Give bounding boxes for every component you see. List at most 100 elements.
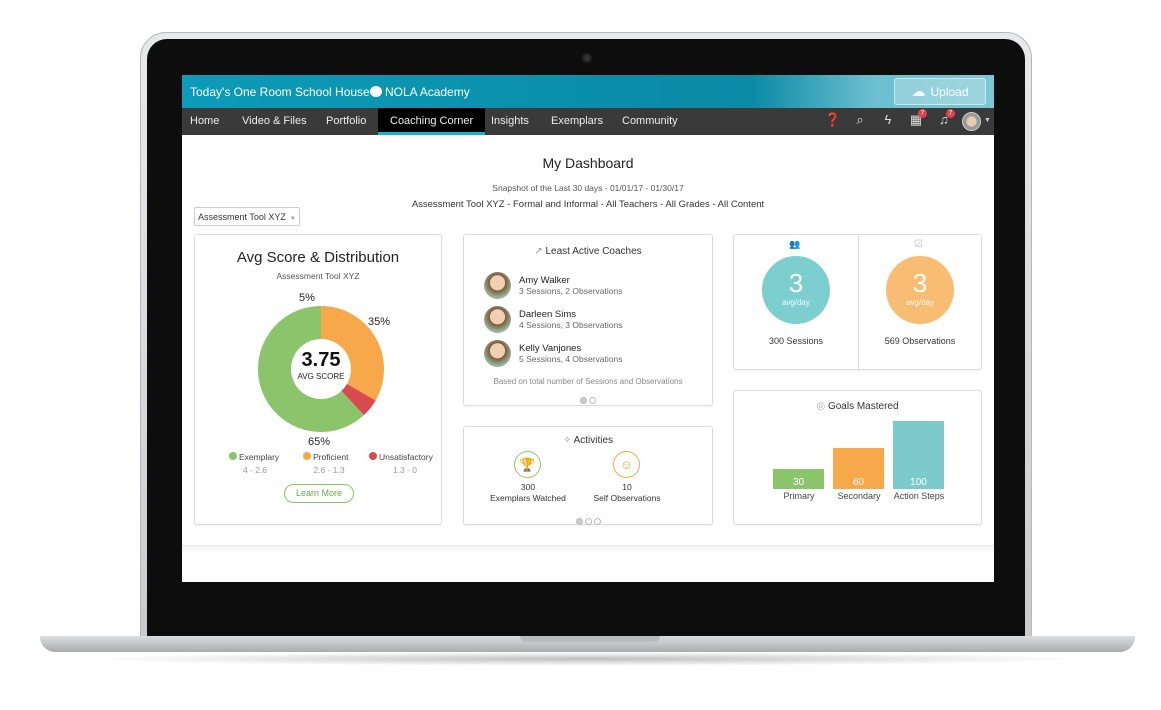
carousel-dot[interactable] [584,518,592,525]
bar-label: Secondary [837,491,881,501]
avg-score-card: Avg Score & Distribution Assessment Tool… [194,234,442,525]
donut-slice-unsatisfactory[interactable] [341,384,376,416]
academy-logo-icon [370,86,382,97]
activities-card: ✧ Activities 🏆 300 Exemplars Watched ☺ 10 Sel… [463,426,713,525]
help-icon[interactable]: ❓ [824,112,842,127]
chevron-down-icon[interactable]: ▼ [984,117,991,124]
bell-badge: 7 [946,109,955,118]
trophy-icon: 🏆 [514,451,541,478]
upload-button[interactable]: ☁ Upload [894,78,986,105]
checkbox-icon: ☑ [914,239,923,250]
legend-range: 1.3 - 0 [392,465,418,475]
nav-community[interactable]: Community [622,115,678,127]
target-icon: ◎ [816,401,828,412]
legend-item: Exemplary [229,452,279,462]
carousel-dots [464,512,712,530]
donut-slice-proficient[interactable] [321,306,385,401]
coach-item[interactable]: Kelly Vanjones 5 Sessions, 4 Observations [484,340,622,367]
coach-name: Darleen Sims [519,309,577,320]
nav-insights[interactable]: Insights [491,115,529,127]
lightning-icon[interactable]: ϟ [884,112,892,127]
card-title: Avg Score & Distribution [236,249,400,266]
legend-swatch [303,452,311,460]
coach-name: Amy Walker [519,275,570,286]
slice-label: 5% [299,292,315,304]
trend-arrow-icon: ↗ [534,246,546,257]
goals-mastered-card: ◎ Goals Mastered 30 60 100 Primary Secondar… [733,390,982,525]
carousel-dots [464,391,712,409]
activity-icon: ✧ [562,435,574,446]
activity-item[interactable]: 10 Self Observations [593,482,661,503]
carousel-dot[interactable] [575,518,583,525]
laptop-notch [520,636,660,642]
app-header: Today's One Room School House NOLA Acade… [182,75,994,108]
bar-label: Primary [783,491,815,501]
main-nav: Home Video & Files Portfolio Coaching Co… [182,108,994,135]
laptop-base [40,636,1135,652]
goal-bar[interactable]: 100 [893,421,944,489]
legend-item: Unsatisfactory [369,452,433,462]
coach-avatar [484,340,511,367]
card-title: Least Active Coaches [545,246,642,257]
goal-bar[interactable]: 60 [833,448,884,489]
slice-label: 65% [308,436,330,448]
coach-detail: 3 Sessions, 2 Observations [519,286,623,296]
avg-score-label: AVG SCORE [297,372,345,381]
coach-item[interactable]: Amy Walker 3 Sessions, 2 Observations [484,272,622,299]
laptop-shadow [80,652,1095,666]
card-subtitle: Assessment Tool XYZ [276,271,360,281]
bar-label: Action Steps [893,491,945,501]
legend-item: Proficient [303,452,348,462]
nav-exemplars[interactable]: Exemplars [551,115,603,127]
coach-avatar [484,272,511,299]
carousel-dot[interactable] [593,518,601,525]
snapshot-text: Snapshot of the Last 30 days - 01/01/17 … [492,183,684,193]
coach-name: Kelly Vanjones [519,343,582,354]
nav-coaching-corner[interactable]: Coaching Corner [378,108,486,135]
academy-name[interactable]: NOLA Academy [385,85,470,99]
chevron-down-icon: ▼ [289,216,296,222]
webcam [582,53,592,63]
legend-swatch [229,452,237,460]
card-title: Goals Mastered [827,401,899,412]
carousel-dot[interactable] [589,397,596,404]
people-icon: 👥 [789,239,801,249]
bell-icon[interactable]: ♫ 7 [932,109,956,127]
coach-detail: 4 Sessions, 3 Observations [519,320,623,330]
coach-avatar [484,306,511,333]
coach-item[interactable]: Darleen Sims 4 Sessions, 3 Observations [484,306,622,333]
legend-range: 2.6 - 1.3 [313,465,345,475]
activity-item[interactable]: 300 Exemplars Watched [490,482,566,503]
coaches-note: Based on total number of Sessions and Ob… [493,377,683,386]
slice-label: 35% [368,316,390,328]
stat-label: 569 Observations [884,336,956,346]
carousel-dot[interactable] [580,397,587,404]
page-title: My Dashboard [542,155,634,171]
stat-label: 300 Sessions [768,336,824,346]
donut-slice-exemplary[interactable] [258,306,364,432]
nav-portfolio[interactable]: Portfolio [326,115,367,127]
stat-circle: 3 avg/day [886,256,954,324]
donut-chart: 35% 5% 65% [258,292,390,448]
legend-range: 4 - 2.6 [242,465,268,475]
filters-text: Assessment Tool XYZ - Formal and Informa… [411,199,765,210]
assessment-tool-select[interactable]: Assessment Tool XYZ ▼ [194,207,300,226]
nav-home[interactable]: Home [190,115,220,127]
stat-circle: 3 avg/day [762,256,830,324]
nav-video-files[interactable]: Video & Files [242,115,307,127]
cloud-upload-icon: ☁ [911,83,926,99]
legend-swatch [369,452,377,460]
goal-bar[interactable]: 30 [773,468,824,489]
least-active-coaches-card: ↗ Least Active Coaches Amy Walker 3 Sessi… [463,234,713,406]
school-name[interactable]: Today's One Room School House [190,85,370,99]
screen: Today's One Room School House NOLA Acade… [182,75,994,582]
avg-score-value: 3.75 [301,349,341,371]
learn-more-button[interactable]: Learn More [284,484,354,503]
avatar[interactable] [962,112,981,131]
page-footer-edge [182,545,994,553]
divider [858,235,859,371]
card-title: Activities [573,435,614,446]
search-icon[interactable]: ⌕ [856,112,864,127]
calendar-badge: 7 [918,109,927,118]
calendar-icon[interactable]: ▦ 7 [904,109,928,128]
